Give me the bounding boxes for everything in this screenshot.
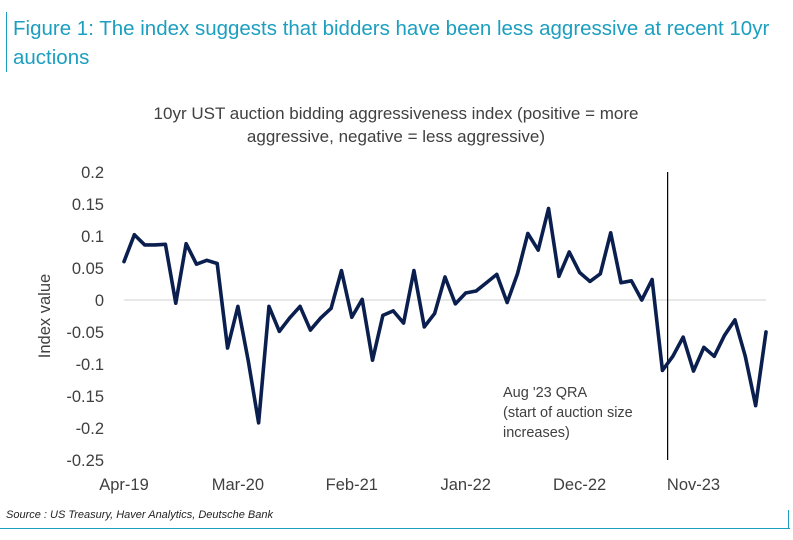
- data-point: [557, 274, 561, 278]
- x-axis-ticks: Apr-19 Mar-20 Feb-21 Jan-22 Dec-22 Nov-23: [99, 476, 720, 494]
- data-point: [474, 289, 478, 293]
- series-points: [122, 206, 768, 425]
- data-point: [184, 242, 188, 246]
- data-point: [515, 272, 520, 276]
- data-point: [412, 268, 416, 273]
- data-point: [215, 261, 219, 266]
- data-point: [267, 304, 271, 308]
- data-point: [370, 358, 375, 362]
- data-point: [702, 345, 706, 349]
- y-tick-label: 0.05: [72, 260, 104, 278]
- y-axis-label: Index value: [36, 274, 54, 358]
- x-tick-label: Dec-22: [553, 476, 606, 494]
- data-point: [505, 300, 509, 305]
- chart-title: 10yr UST auction bidding aggressiveness …: [154, 104, 639, 146]
- data-point: [588, 279, 592, 284]
- data-point: [629, 279, 633, 283]
- data-point: [764, 330, 768, 334]
- data-point: [122, 260, 126, 264]
- data-point: [733, 318, 737, 322]
- data-point: [671, 354, 675, 358]
- data-point: [660, 368, 665, 372]
- y-tick-label: 0.1: [81, 228, 104, 246]
- data-point: [722, 333, 727, 337]
- data-point: [567, 250, 571, 254]
- data-point: [277, 329, 281, 333]
- data-point: [143, 243, 147, 247]
- qra-annotation-line-2: (start of auction size: [503, 405, 633, 421]
- data-point: [329, 306, 333, 310]
- y-tick-label: -0.15: [66, 388, 104, 406]
- data-point: [754, 404, 758, 408]
- data-point: [132, 233, 136, 237]
- data-point: [422, 325, 426, 329]
- data-point: [743, 354, 747, 358]
- data-point: [236, 304, 240, 308]
- data-point: [308, 328, 312, 332]
- data-point: [350, 315, 354, 319]
- data-point: [153, 243, 157, 247]
- source-divider: [0, 528, 790, 529]
- data-point: [536, 248, 540, 252]
- data-point: [433, 311, 437, 316]
- figure-frame-left: [6, 12, 7, 72]
- figure-frame-right: [788, 510, 789, 529]
- source-note: Source : US Treasury, Haver Analytics, D…: [6, 509, 273, 521]
- data-point: [443, 275, 447, 279]
- qra-annotation-line-1: Aug '23 QRA: [503, 385, 588, 401]
- data-point: [205, 258, 209, 262]
- x-tick-label: Feb-21: [326, 476, 378, 494]
- x-tick-label: Nov-23: [667, 476, 720, 494]
- y-axis-ticks: 0.2 0.15 0.1 0.05 0 -0.05 -0.1 -0.15 -0.2 -0.25: [66, 164, 104, 470]
- data-point: [257, 421, 261, 425]
- data-point: [381, 313, 385, 317]
- data-point: [609, 231, 613, 235]
- data-point: [598, 272, 602, 276]
- data-point: [640, 298, 644, 302]
- data-point: [174, 301, 178, 305]
- data-point: [578, 270, 582, 275]
- y-tick-label: 0: [95, 292, 104, 310]
- x-tick-label: Mar-20: [212, 476, 264, 494]
- data-point: [246, 359, 250, 363]
- data-point: [339, 268, 344, 273]
- series-line-index: [122, 206, 768, 425]
- data-point: [298, 304, 302, 308]
- y-tick-label: 0.2: [81, 164, 104, 182]
- x-tick-label: Apr-19: [99, 476, 149, 494]
- data-point: [495, 272, 499, 276]
- y-tick-label: -0.1: [76, 356, 104, 374]
- data-point: [619, 281, 623, 285]
- chart-title-line-2: aggressive, negative = less aggressive): [247, 127, 545, 146]
- data-point: [163, 242, 168, 246]
- data-point: [194, 262, 199, 266]
- chart-title-line-1: 10yr UST auction bidding aggressiveness …: [154, 104, 639, 123]
- data-point: [391, 309, 395, 313]
- data-point: [691, 369, 696, 373]
- data-point: [288, 316, 292, 320]
- data-point: [319, 316, 323, 320]
- data-point: [464, 291, 468, 295]
- figure-title: Figure 1: The index suggests that bidder…: [13, 17, 770, 69]
- data-point: [712, 354, 716, 358]
- y-tick-label: 0.15: [72, 196, 104, 214]
- data-point: [401, 321, 406, 325]
- x-tick-label: Jan-22: [440, 476, 490, 494]
- data-point: [546, 206, 551, 211]
- data-point: [225, 346, 230, 350]
- qra-annotation: Aug '23 QRA (start of auction size increas…: [503, 385, 633, 441]
- y-tick-label: -0.25: [66, 452, 104, 470]
- y-tick-label: -0.2: [76, 420, 104, 438]
- data-point: [484, 281, 489, 285]
- data-point: [650, 277, 654, 282]
- data-point: [526, 231, 530, 236]
- data-point: [453, 302, 457, 306]
- y-tick-label: -0.05: [66, 324, 104, 342]
- qra-annotation-line-3: increases): [503, 425, 570, 441]
- data-point: [360, 297, 364, 301]
- data-point: [681, 335, 685, 339]
